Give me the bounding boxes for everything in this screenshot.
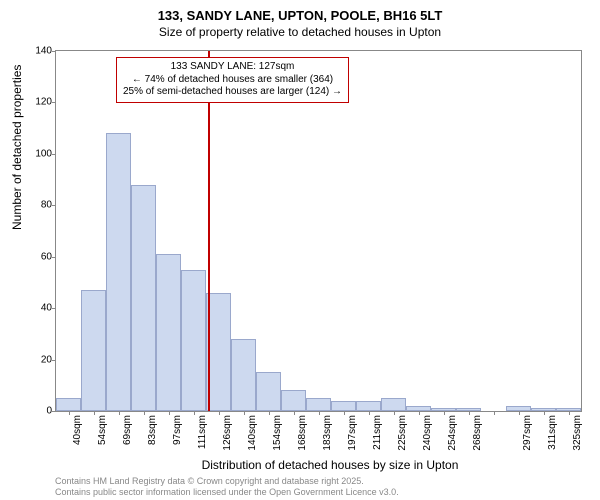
histogram-bar: [181, 270, 206, 411]
ytick-mark: [52, 51, 56, 52]
xtick-mark: [319, 411, 320, 415]
ytick-mark: [52, 205, 56, 206]
histogram-bar: [231, 339, 256, 411]
ytick-label: 140: [22, 46, 52, 57]
ytick-mark: [52, 154, 56, 155]
xtick-mark: [394, 411, 395, 415]
ytick-label: 100: [22, 148, 52, 159]
ytick-mark: [52, 102, 56, 103]
xtick-mark: [194, 411, 195, 415]
footer-line-2: Contains public sector information licen…: [55, 487, 399, 498]
xtick-mark: [419, 411, 420, 415]
histogram-bar: [281, 390, 306, 411]
chart-container: 133, SANDY LANE, UPTON, POOLE, BH16 5LT …: [0, 0, 600, 500]
xtick-mark: [94, 411, 95, 415]
histogram-bar: [381, 398, 406, 411]
callout-line-2: 25% of semi-detached houses are larger (…: [123, 86, 342, 99]
histogram-bar: [131, 185, 156, 411]
ytick-mark: [52, 257, 56, 258]
xtick-mark: [369, 411, 370, 415]
xtick-mark: [444, 411, 445, 415]
xtick-mark: [119, 411, 120, 415]
ytick-label: 0: [22, 406, 52, 417]
histogram-bar: [156, 254, 181, 411]
bars-group: [56, 51, 581, 411]
y-axis-label: Number of detached properties: [10, 65, 24, 230]
histogram-bar: [331, 401, 356, 411]
xtick-mark: [69, 411, 70, 415]
callout-line-0: 133 SANDY LANE: 127sqm: [123, 61, 342, 74]
histogram-bar: [356, 401, 381, 411]
page-title: 133, SANDY LANE, UPTON, POOLE, BH16 5LT: [0, 0, 600, 23]
ytick-label: 80: [22, 200, 52, 211]
ytick-label: 120: [22, 97, 52, 108]
histogram-bar: [81, 290, 106, 411]
x-axis-label: Distribution of detached houses by size …: [30, 458, 600, 472]
attribution-footer: Contains HM Land Registry data © Crown c…: [55, 476, 399, 498]
reference-line: [208, 51, 210, 411]
ytick-label: 20: [22, 354, 52, 365]
callout-box: 133 SANDY LANE: 127sqm← 74% of detached …: [116, 57, 349, 103]
callout-line-1: ← 74% of detached houses are smaller (36…: [123, 74, 342, 87]
histogram-bar: [106, 133, 131, 411]
xtick-mark: [519, 411, 520, 415]
plot-area: 020406080100120140 40sqm54sqm69sqm83sqm9…: [55, 50, 582, 412]
xtick-mark: [544, 411, 545, 415]
xtick-mark: [244, 411, 245, 415]
histogram-bar: [306, 398, 331, 411]
page-subtitle: Size of property relative to detached ho…: [0, 25, 600, 39]
xtick-mark: [344, 411, 345, 415]
histogram-bar: [56, 398, 81, 411]
xtick-mark: [144, 411, 145, 415]
xtick-mark: [294, 411, 295, 415]
ytick-mark: [52, 308, 56, 309]
histogram-bar: [256, 372, 281, 411]
xtick-mark: [494, 411, 495, 415]
xtick-mark: [269, 411, 270, 415]
ytick-label: 40: [22, 303, 52, 314]
xtick-mark: [569, 411, 570, 415]
xtick-mark: [169, 411, 170, 415]
ytick-mark: [52, 411, 56, 412]
footer-line-1: Contains HM Land Registry data © Crown c…: [55, 476, 399, 487]
xtick-mark: [219, 411, 220, 415]
histogram-bar: [206, 293, 231, 411]
xtick-mark: [469, 411, 470, 415]
ytick-label: 60: [22, 251, 52, 262]
ytick-mark: [52, 360, 56, 361]
